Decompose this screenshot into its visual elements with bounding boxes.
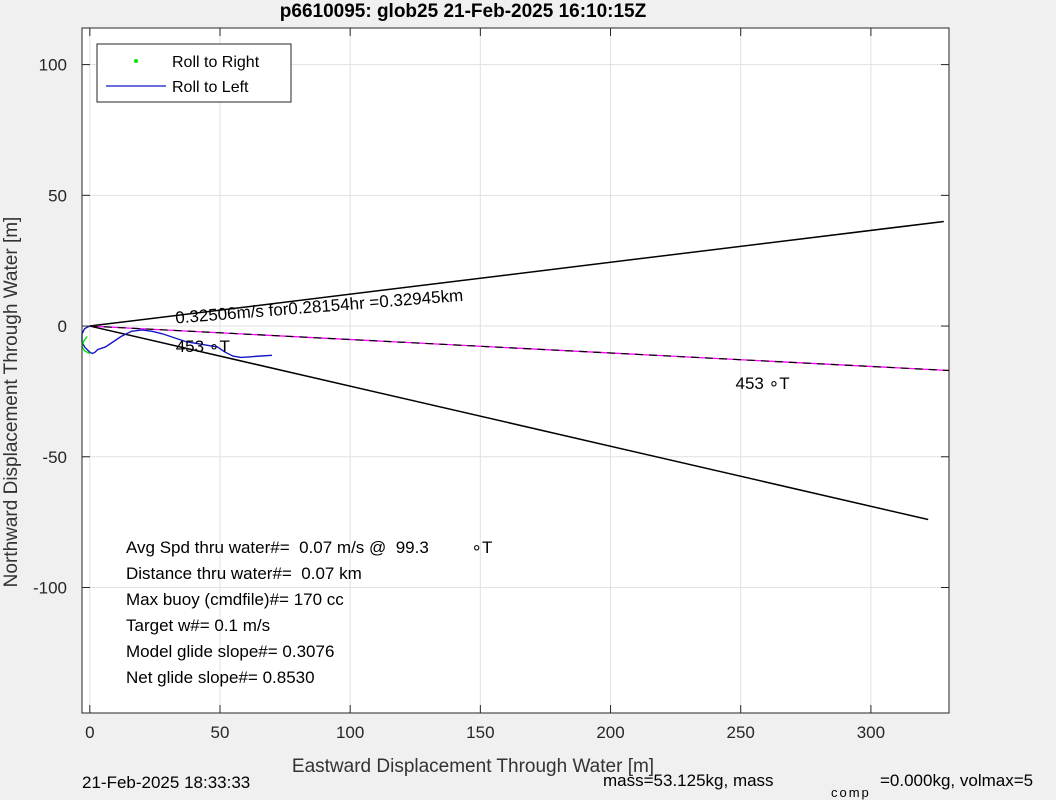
y-axis-label: Northward Displacement Through Water [m]: [1, 217, 22, 588]
y-tick-label: 0: [58, 317, 67, 336]
plot-area: [82, 28, 949, 713]
grid-lines: [82, 28, 949, 713]
stats-line-1: Avg Spd thru water#= 0.07 m/s @ 99.3 ∘T: [126, 538, 492, 557]
stats-line-3: Max buoy (cmdfile)#= 170 cc: [126, 590, 344, 609]
x-tick-label: 100: [336, 723, 364, 742]
x-tick-label: 150: [466, 723, 494, 742]
stats-block: Avg Spd thru water#= 0.07 m/s @ 99.3 ∘T D…: [126, 538, 492, 687]
y-tick-label: -50: [42, 448, 67, 467]
y-tick-label: 50: [48, 186, 67, 205]
footer-mass-comp-subscript: comp: [831, 785, 871, 800]
footer-timestamp: 21-Feb-2025 18:33:33: [82, 773, 250, 792]
y-tick-label: -100: [33, 579, 67, 598]
envelope-line-1: [89, 220, 944, 327]
x-axis-label: Eastward Displacement Through Water [m]: [292, 756, 654, 777]
stats-line-4: Target w#= 0.1 m/s: [126, 616, 270, 635]
legend-label-roll-right: Roll to Right: [172, 54, 260, 71]
legend-label-roll-left: Roll to Left: [172, 79, 249, 96]
reference-lines: [89, 220, 950, 521]
chart-title: p6610095: glob25 21-Feb-2025 16:10:15Z: [280, 1, 647, 22]
envelope-line-2: [89, 325, 929, 521]
x-tick-label: 50: [211, 723, 230, 742]
x-tick-label: 0: [85, 723, 94, 742]
legend-marker-roll-right: [134, 59, 138, 63]
annotation-3: 453 ∘T: [736, 374, 790, 393]
legend-box: [96, 43, 292, 103]
series-line-roll-to-left: [81, 325, 273, 359]
x-tick-label: 300: [857, 723, 885, 742]
axis-ticks: 0 50 100 150 200 250 300 100 50 0 -50 -100: [33, 28, 949, 742]
footer-mass: mass=53.125kg, mass: [603, 771, 774, 790]
stats-line-5: Model glide slope#= 0.3076: [126, 642, 334, 661]
plot-frame: [81, 27, 950, 714]
stats-line-2: Distance thru water#= 0.07 km: [126, 564, 362, 583]
x-tick-label: 200: [596, 723, 624, 742]
x-tick-label: 250: [727, 723, 755, 742]
stats-line-6: Net glide slope#= 0.8530: [126, 668, 315, 687]
y-tick-label: 100: [39, 56, 67, 75]
heading-line-dashed: [89, 325, 950, 372]
legend[interactable]: Roll to Right Roll to Left: [96, 43, 292, 103]
footer-volmax: =0.000kg, volmax=5: [880, 771, 1033, 790]
annotation-2: 453 ∘T: [176, 337, 230, 356]
